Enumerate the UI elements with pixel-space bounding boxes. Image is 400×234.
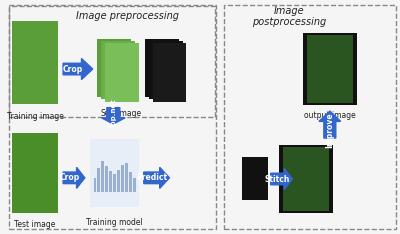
Bar [9,6,215,117]
Bar [303,33,356,105]
Bar [94,178,96,192]
Text: Predict: Predict [136,173,167,182]
Bar [90,139,139,207]
Bar [153,43,186,102]
Bar [102,41,135,99]
Text: Crop: Crop [62,65,82,73]
Bar [125,163,128,192]
Text: Improve: Improve [325,112,334,147]
Bar [283,147,329,211]
Bar [8,5,216,229]
Text: Training model: Training model [86,218,143,227]
Text: output image: output image [304,111,356,120]
Text: Test image: Test image [14,220,56,229]
Text: lpp.net: lpp.net [110,98,116,127]
Polygon shape [319,111,341,138]
Bar [121,165,124,192]
Bar [307,35,352,103]
Bar [106,166,108,192]
Bar [106,43,139,102]
Bar [242,157,268,200]
Bar [102,161,104,192]
Bar [12,21,58,104]
Bar [224,5,396,229]
Polygon shape [63,167,85,188]
Polygon shape [144,167,170,188]
Polygon shape [63,58,93,80]
Polygon shape [271,168,292,190]
Bar [109,171,112,192]
Bar [98,168,100,192]
Bar [113,174,116,192]
Text: Stitch: Stitch [265,175,290,183]
Text: Image preprocessing: Image preprocessing [76,11,179,21]
Bar [98,39,131,97]
Text: Sub-image: Sub-image [101,109,142,118]
Polygon shape [102,108,125,124]
Bar [129,172,132,192]
Bar [117,170,120,192]
Bar [145,39,178,97]
Bar [279,145,333,213]
Bar [12,133,58,213]
Text: Image
postprocessing: Image postprocessing [252,6,326,27]
Bar [133,178,136,192]
Text: Training image: Training image [6,112,64,121]
Bar [149,41,182,99]
Text: Crop: Crop [60,173,80,182]
